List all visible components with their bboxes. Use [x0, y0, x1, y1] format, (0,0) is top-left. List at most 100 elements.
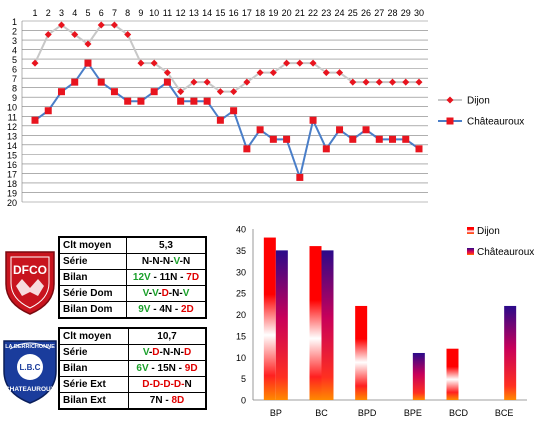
data-point: [296, 59, 304, 67]
y-tick-label: 5: [12, 55, 17, 65]
chateauroux-logo-bottom-text: CHATEAUROUX: [5, 386, 56, 393]
x-tick-label: 22: [308, 8, 318, 18]
data-point: [269, 69, 277, 77]
y-tick-label: 6: [12, 65, 17, 75]
stats-value-segment: -: [148, 288, 153, 299]
stats-value-segment: N: [184, 379, 192, 390]
stats-value-segment: -: [158, 288, 162, 299]
y-tick-label: 40: [236, 225, 246, 235]
bar: [355, 305, 368, 400]
stats-value-segment: -N-: [168, 288, 183, 299]
stats-row: Bilan Dom 9V - 4N - 2D: [58, 301, 207, 319]
stats-value-segment: 6V: [136, 363, 149, 374]
y-tick-label: 25: [236, 289, 246, 299]
stats-value-segment: D: [152, 347, 160, 358]
stats-value-segment: V: [182, 288, 190, 299]
stats-label: Série: [58, 344, 129, 361]
legend-label: Châteauroux: [477, 247, 534, 258]
y-tick-label: 30: [236, 267, 246, 277]
legend-swatch: [467, 227, 474, 234]
stats-value: 10,7: [128, 327, 207, 345]
y-tick-label: 7: [12, 74, 17, 84]
y-tick-label: 17: [7, 169, 17, 179]
data-point: [190, 97, 198, 105]
bar: [504, 305, 517, 400]
x-tick-label: 9: [138, 8, 143, 18]
x-tick-label: 7: [112, 8, 117, 18]
x-tick-label: 17: [242, 8, 252, 18]
chateauroux-crest-icon: LA BERRICHONNE L.B.C CHATEAUROUX: [3, 340, 57, 404]
x-tick-label: 30: [414, 8, 424, 18]
stats-label: Bilan: [58, 269, 127, 286]
stats-value-segment: 5,3: [159, 240, 173, 251]
data-point: [190, 78, 198, 86]
x-tick-label: 14: [202, 8, 212, 18]
data-point: [177, 97, 185, 105]
stats-value: 6V - 15N - 9D: [128, 360, 207, 377]
stats-row: Clt moyen 5,3: [58, 236, 207, 254]
stats-label: Bilan Ext: [58, 392, 129, 410]
data-point: [256, 69, 264, 77]
stats-value-segment: V: [152, 288, 159, 299]
chateauroux-logo-top-text: LA BERRICHONNE: [5, 344, 55, 350]
x-tick-label: 27: [374, 8, 384, 18]
x-tick-label: BPD: [358, 408, 377, 418]
stats-label: Clt moyen: [58, 327, 129, 345]
x-tick-label: 21: [295, 8, 305, 18]
data-point: [349, 135, 357, 143]
data-point: [389, 135, 397, 143]
data-point: [349, 78, 357, 86]
bar: [309, 246, 322, 400]
stats-value-segment: V: [142, 288, 149, 299]
data-point: [336, 126, 344, 134]
data-point: [97, 21, 105, 29]
stats-value: 7N - 8D: [128, 392, 207, 410]
x-tick-label: 8: [125, 8, 130, 18]
stats-value-segment: V: [142, 347, 149, 358]
data-point: [163, 78, 171, 86]
stats-value: 9V - 4N - 2D: [126, 301, 207, 319]
stats-value-segment: 9V: [138, 304, 151, 315]
x-tick-label: 16: [229, 8, 239, 18]
data-point: [402, 135, 410, 143]
data-point: [110, 88, 118, 96]
x-tick-label: BPE: [404, 408, 422, 418]
data-point: [57, 88, 65, 96]
x-tick-label: 26: [361, 8, 371, 18]
stats-value-segment: -N: [179, 256, 191, 267]
data-point: [230, 107, 238, 115]
x-tick-label: 10: [149, 8, 159, 18]
stats-row: Bilan 12V - 11N - 7D: [58, 269, 207, 286]
stats-label: Série Dom: [58, 285, 127, 302]
y-tick-label: 3: [12, 36, 17, 46]
x-tick-label: 23: [321, 8, 331, 18]
data-point: [44, 31, 52, 39]
data-point: [84, 59, 92, 67]
data-point: [124, 31, 132, 39]
y-tick-label: 10: [7, 103, 17, 113]
y-tick-label: 20: [236, 310, 246, 320]
stats-row: Série V-D-N-N-D: [58, 344, 207, 361]
stats-row: Bilan 6V - 15N - 9D: [58, 360, 207, 377]
data-point: [137, 97, 145, 105]
x-tick-label: 5: [85, 8, 90, 18]
stats-label: Clt moyen: [58, 236, 127, 254]
data-point: [110, 21, 118, 29]
data-point: [322, 145, 330, 153]
bar: [446, 348, 459, 400]
stats-value-segment: 7N -: [149, 395, 172, 406]
data-point: [269, 135, 277, 143]
stats-value-segment: - 4N -: [150, 304, 181, 315]
dijon-stats-table: Clt moyen 5,3 Série N-N-N-V-N Bilan 12V - 11N…: [58, 236, 207, 319]
x-tick-label: 20: [282, 8, 292, 18]
goals-bar-chart: 0 5 10 15 20 25 30 35 40 BP BC BPD BPE BCD BCE Dijon Châ…: [236, 225, 534, 419]
y-tick-label: 1: [12, 17, 17, 27]
dijon-logo-text: DFCO: [13, 263, 47, 277]
data-point: [362, 78, 370, 86]
stats-row: Série N-N-N-V-N: [58, 253, 207, 270]
data-point: [375, 135, 383, 143]
y-tick-label: 12: [7, 122, 17, 132]
stats-label: Série Ext: [58, 376, 129, 393]
series-line-1: [34, 61, 420, 182]
data-point: [389, 78, 397, 86]
